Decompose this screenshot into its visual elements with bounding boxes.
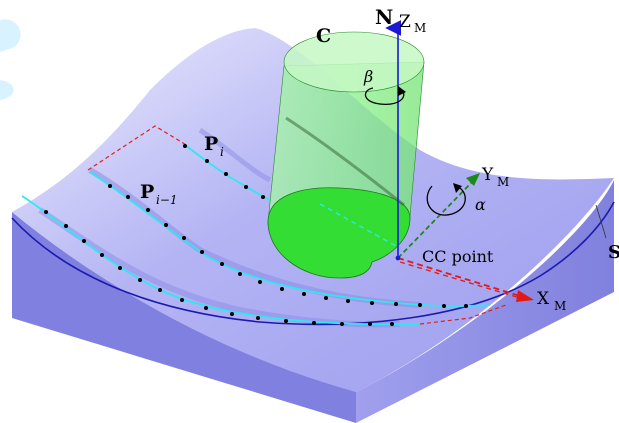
cc-point-label: CC point xyxy=(422,247,494,266)
toolpath-pi-1-points xyxy=(44,210,394,326)
alpha-label: α xyxy=(475,195,486,214)
z-axis-label: Z xyxy=(399,12,411,32)
toolpath-pi xyxy=(89,171,491,307)
x-axis-arrow xyxy=(397,257,521,297)
groove-shade-3 xyxy=(198,127,272,183)
workpiece-right-face xyxy=(356,180,614,423)
y-axis-label: Y xyxy=(481,165,494,185)
cutter-tip xyxy=(267,187,411,279)
point-pi-1-subscript: i−1 xyxy=(156,193,178,207)
x-axis-subscript: M xyxy=(554,299,566,313)
workpiece-front-face-lower xyxy=(12,212,356,423)
toolpath-pi-points xyxy=(108,144,468,308)
surface-label: S xyxy=(608,242,619,263)
cutter-top xyxy=(283,31,425,93)
cc-point-marker xyxy=(395,255,401,261)
surface-label-leader xyxy=(595,204,607,239)
point-pi-subscript: i xyxy=(220,145,224,159)
y-axis-head xyxy=(466,173,480,186)
red-dash-bottom xyxy=(419,304,507,325)
cutter-label: C xyxy=(316,25,331,47)
y-axis-subscript: M xyxy=(497,175,509,189)
x-axis-head xyxy=(516,290,534,302)
ghost-mark-2 xyxy=(0,80,14,100)
beta-label: β xyxy=(363,67,373,86)
cutter-inner-dash xyxy=(319,203,397,247)
ghost-mark xyxy=(0,19,21,52)
point-pi-1-label: P xyxy=(140,181,154,203)
alpha-rotation-arrow xyxy=(426,185,466,216)
cutter-groove-band xyxy=(285,116,405,207)
red-dash-top xyxy=(87,125,189,171)
z-axis-subscript: M xyxy=(414,21,426,35)
normal-label: N xyxy=(375,5,393,29)
alpha-arrow-head xyxy=(453,183,462,193)
beta-rotation-arrow xyxy=(364,87,405,105)
surface-boundary-curve xyxy=(11,201,615,326)
beta-arrow-head xyxy=(398,86,406,96)
red-dash-right xyxy=(399,261,521,299)
y-axis-arrow xyxy=(397,177,477,259)
point-pi-label: P xyxy=(204,133,218,155)
x-axis-label: X xyxy=(537,289,550,309)
